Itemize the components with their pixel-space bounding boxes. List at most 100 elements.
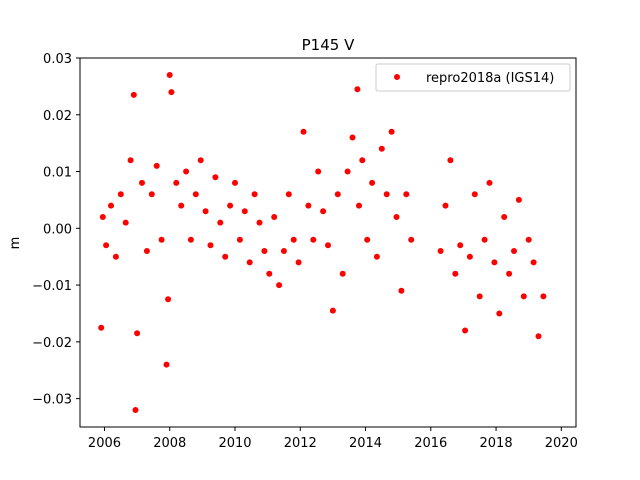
data-point <box>393 214 400 220</box>
y-tick-label: 0.03 <box>43 52 72 67</box>
data-point <box>300 128 307 135</box>
data-point <box>183 168 190 175</box>
data-point <box>364 236 371 243</box>
data-point <box>496 310 503 317</box>
data-point <box>112 253 119 260</box>
y-axis-label: m <box>8 237 23 250</box>
data-point <box>408 236 415 243</box>
y-axis: −0.03 −0.02 −0.01 0.00 0.01 0.02 0.03 <box>32 52 80 408</box>
data-point <box>256 219 263 226</box>
data-point <box>506 270 513 277</box>
data-point <box>476 293 483 300</box>
data-point <box>398 287 405 294</box>
x-tick-label: 2012 <box>284 436 317 451</box>
y-tick-label: 0.02 <box>43 109 72 124</box>
legend-label: repro2018a (IGS14) <box>426 71 554 86</box>
data-point <box>134 330 141 337</box>
data-point <box>227 202 234 209</box>
data-point <box>339 270 346 277</box>
data-point <box>217 219 224 226</box>
data-point <box>168 89 175 96</box>
data-point <box>261 248 268 254</box>
legend: repro2018a (IGS14) <box>375 63 571 92</box>
data-point <box>280 248 287 254</box>
data-point <box>207 242 214 249</box>
data-point <box>325 242 331 249</box>
data-point <box>295 259 302 266</box>
data-point <box>266 270 273 277</box>
legend-box <box>375 63 571 92</box>
x-tick-label: 2016 <box>414 436 447 451</box>
data-point <box>173 179 180 186</box>
data-point <box>535 333 542 340</box>
data-point <box>153 162 160 169</box>
data-point <box>310 236 317 243</box>
x-tick-label: 2008 <box>153 436 186 451</box>
data-point <box>290 236 297 243</box>
data-point <box>457 242 464 249</box>
x-tick-label: 2014 <box>349 436 382 451</box>
x-tick-label: 2018 <box>480 436 513 451</box>
y-tick-label: 0.00 <box>43 222 72 237</box>
data-point <box>192 191 199 198</box>
data-point <box>530 259 537 266</box>
data-point <box>369 179 376 186</box>
data-point <box>158 236 165 243</box>
data-point <box>148 191 155 198</box>
data-point <box>98 324 105 331</box>
data-point <box>103 242 110 249</box>
x-axis: 2006 2008 2010 2012 2014 2016 2018 2020 <box>88 427 578 451</box>
data-point <box>525 236 532 243</box>
data-point <box>212 174 219 181</box>
data-point <box>251 191 258 198</box>
data-point <box>99 214 106 220</box>
chart-title: P145 V <box>302 36 355 54</box>
data-point <box>108 202 114 209</box>
y-tick-label: −0.01 <box>32 279 72 294</box>
data-point <box>232 179 238 186</box>
data-point <box>437 248 444 254</box>
data-point <box>197 157 204 164</box>
data-point <box>373 253 380 260</box>
data-point <box>271 214 278 220</box>
data-point <box>501 214 508 220</box>
data-point <box>511 248 517 254</box>
legend-marker <box>394 74 400 80</box>
data-point <box>349 134 356 141</box>
data-point <box>187 236 194 243</box>
data-point <box>520 293 527 300</box>
data-point <box>127 157 134 164</box>
data-point <box>466 253 473 260</box>
data-point <box>178 202 185 209</box>
data-point <box>276 282 283 289</box>
data-point <box>471 191 478 198</box>
data-point <box>447 157 454 164</box>
x-tick-label: 2020 <box>545 436 578 451</box>
data-point <box>481 236 488 243</box>
data-point <box>383 191 390 198</box>
data-point <box>315 168 322 175</box>
data-point <box>222 253 229 260</box>
data-point <box>202 208 209 215</box>
data-point <box>442 202 449 209</box>
y-tick-label: −0.02 <box>32 336 72 351</box>
data-point <box>246 259 253 266</box>
data-point <box>334 191 341 198</box>
data-point <box>344 168 351 175</box>
y-tick-label: 0.01 <box>43 166 72 181</box>
data-point <box>122 219 129 226</box>
data-point <box>285 191 292 198</box>
data-point <box>329 307 336 314</box>
data-point <box>452 270 459 277</box>
data-point <box>540 293 547 300</box>
data-point <box>359 157 366 164</box>
data-point <box>356 202 362 209</box>
plot-frame <box>79 57 577 428</box>
data-point <box>236 236 243 243</box>
data-point <box>403 191 410 198</box>
data-point <box>320 208 327 215</box>
data-point <box>491 259 498 266</box>
x-tick-label: 2006 <box>88 436 121 451</box>
y-tick-label: −0.03 <box>32 393 72 408</box>
